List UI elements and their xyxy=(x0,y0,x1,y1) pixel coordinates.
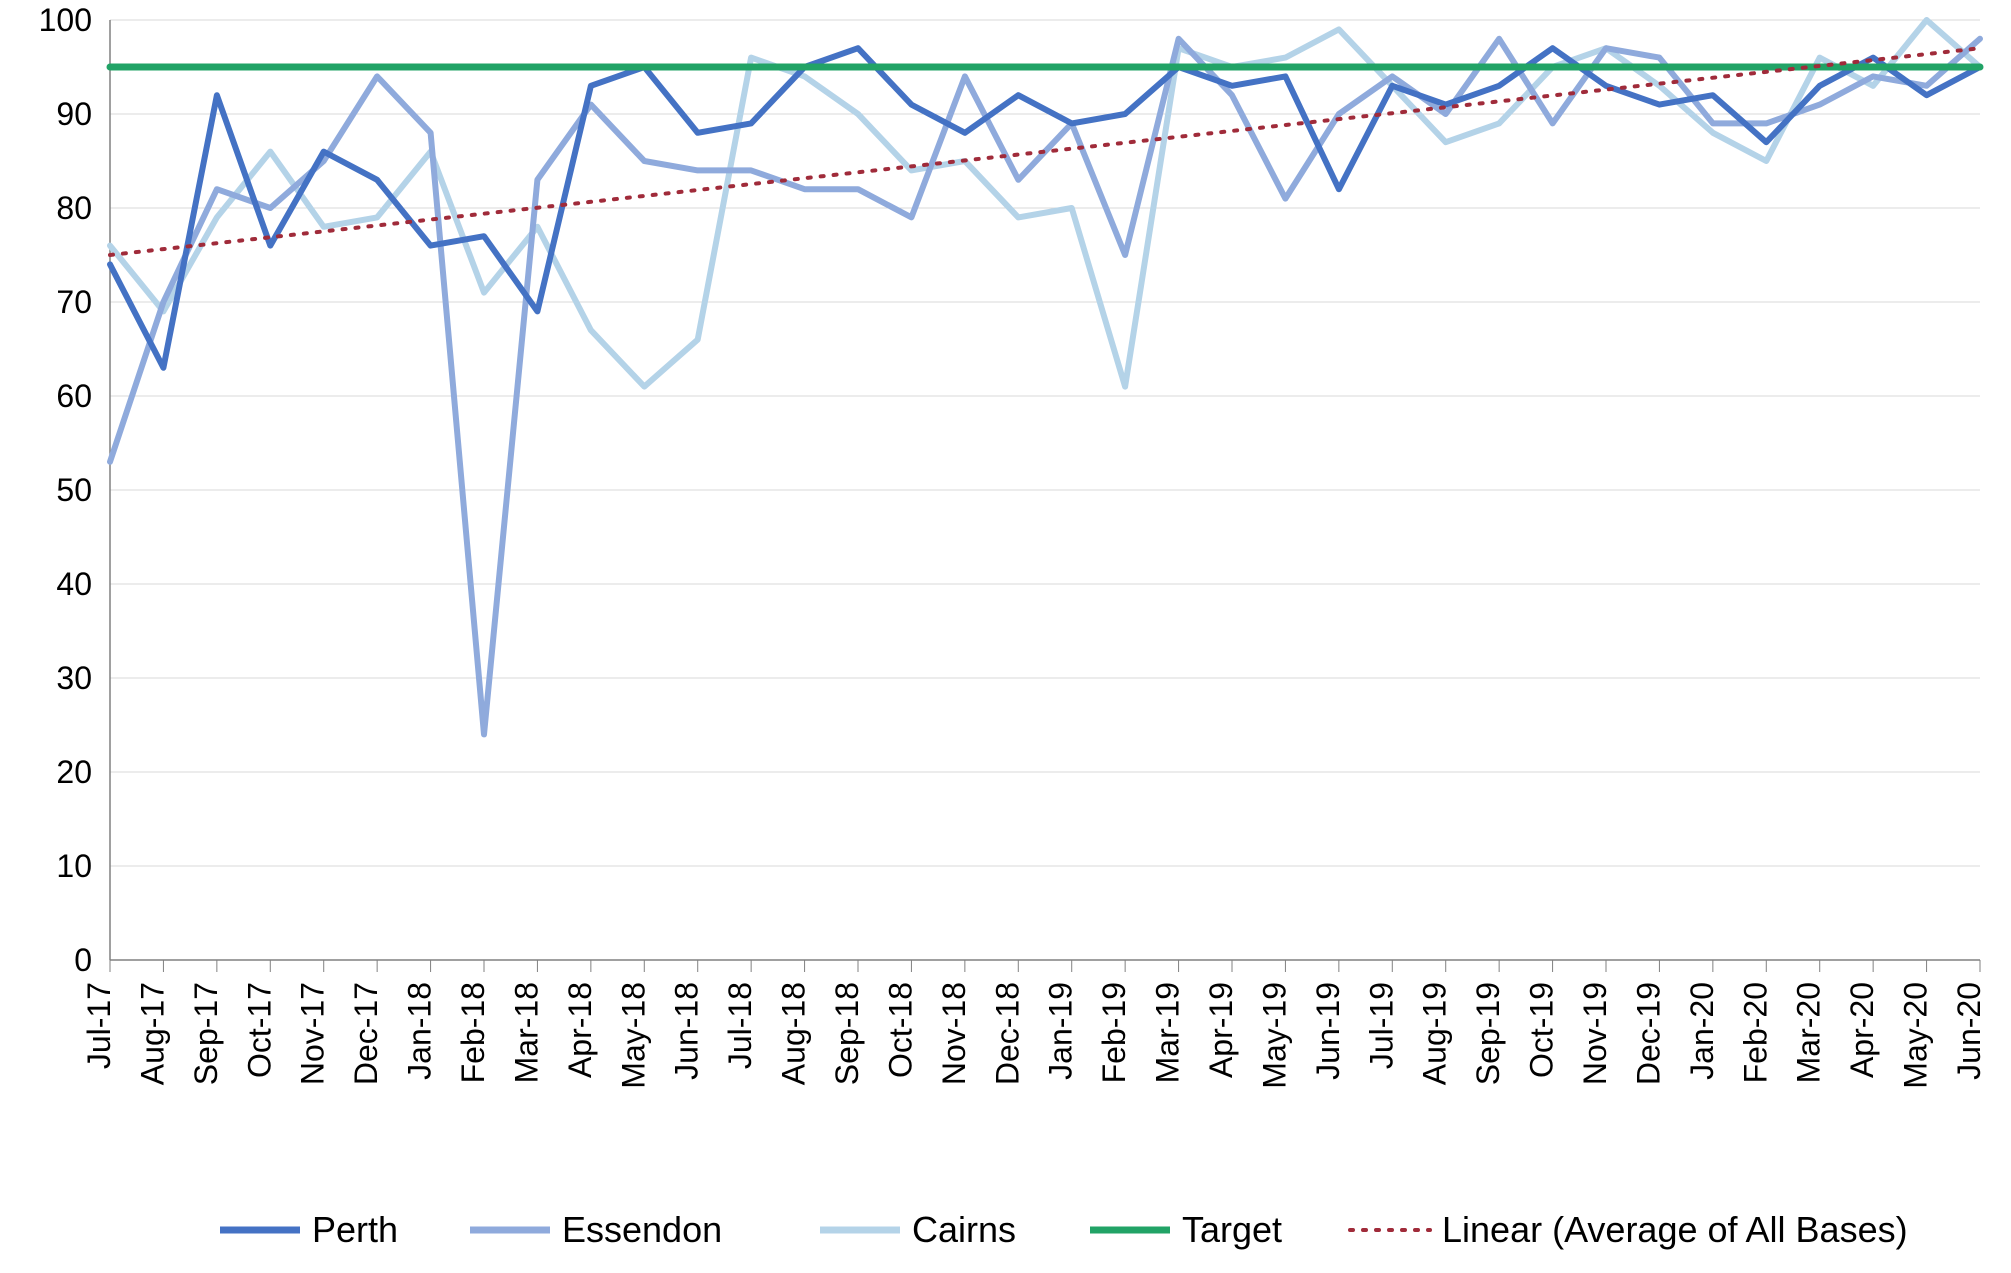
x-tick-label: Aug-17 xyxy=(134,982,170,1085)
legend-label-cairns: Cairns xyxy=(912,1209,1016,1250)
x-tick-label: Sep-17 xyxy=(188,982,224,1085)
x-tick-label: Aug-18 xyxy=(776,982,812,1085)
x-tick-label: Nov-18 xyxy=(936,982,972,1085)
x-tick-label: Mar-18 xyxy=(508,982,544,1083)
x-tick-label: Jul-17 xyxy=(81,982,117,1069)
y-tick-label: 20 xyxy=(56,754,92,790)
y-tick-label: 60 xyxy=(56,378,92,414)
x-tick-label: Oct-17 xyxy=(241,982,277,1078)
x-tick-label: Sep-19 xyxy=(1470,982,1506,1085)
x-tick-label: Jan-20 xyxy=(1684,982,1720,1080)
y-tick-label: 70 xyxy=(56,284,92,320)
x-tick-label: Oct-19 xyxy=(1524,982,1560,1078)
x-tick-label: Dec-18 xyxy=(989,982,1025,1085)
x-tick-label: Aug-19 xyxy=(1417,982,1453,1085)
y-tick-label: 0 xyxy=(74,942,92,978)
x-tick-label: Nov-19 xyxy=(1577,982,1613,1085)
y-tick-label: 90 xyxy=(56,96,92,132)
x-tick-label: Feb-19 xyxy=(1096,982,1132,1083)
x-tick-label: Dec-19 xyxy=(1630,982,1666,1085)
x-tick-label: Mar-19 xyxy=(1150,982,1186,1083)
x-tick-label: Jun-18 xyxy=(669,982,705,1080)
x-tick-label: Dec-17 xyxy=(348,982,384,1085)
line-chart: 0 10 20 30 40 50 60 70 80 90 100 Jul-17 Aug-17 Sep-17… xyxy=(0,0,2011,1273)
x-tick-label: Mar-20 xyxy=(1791,982,1827,1083)
x-tick-label: May-20 xyxy=(1898,982,1934,1089)
x-tick-label: May-19 xyxy=(1256,982,1292,1089)
y-tick-label: 10 xyxy=(56,848,92,884)
legend-label-essendon: Essendon xyxy=(562,1209,722,1250)
legend-label-perth: Perth xyxy=(312,1209,398,1250)
x-tick-label: Apr-18 xyxy=(562,982,598,1078)
y-tick-label: 50 xyxy=(56,472,92,508)
x-tick-label: Apr-19 xyxy=(1203,982,1239,1078)
x-tick-label: Feb-20 xyxy=(1737,982,1773,1083)
x-tick-label: Nov-17 xyxy=(295,982,331,1085)
y-tick-label: 100 xyxy=(39,2,92,38)
x-tick-label: Jul-18 xyxy=(722,982,758,1069)
legend-label-target: Target xyxy=(1182,1209,1282,1250)
y-tick-label: 30 xyxy=(56,660,92,696)
x-tick-label: Apr-20 xyxy=(1844,982,1880,1078)
x-tick-label: Jul-19 xyxy=(1363,982,1399,1069)
y-tick-label: 40 xyxy=(56,566,92,602)
x-tick-label: Jan-19 xyxy=(1043,982,1079,1080)
x-tick-label: Jan-18 xyxy=(402,982,438,1080)
x-tick-label: Sep-18 xyxy=(829,982,865,1085)
y-tick-label: 80 xyxy=(56,190,92,226)
x-tick-label: Jun-20 xyxy=(1951,982,1987,1080)
x-tick-label: Oct-18 xyxy=(882,982,918,1078)
x-tick-label: Feb-18 xyxy=(455,982,491,1083)
x-tick-label: May-18 xyxy=(615,982,651,1089)
chart-container: 0 10 20 30 40 50 60 70 80 90 100 Jul-17 Aug-17 Sep-17… xyxy=(0,0,2011,1273)
legend-label-trend: Linear (Average of All Bases) xyxy=(1442,1209,1908,1250)
x-tick-label: Jun-19 xyxy=(1310,982,1346,1080)
